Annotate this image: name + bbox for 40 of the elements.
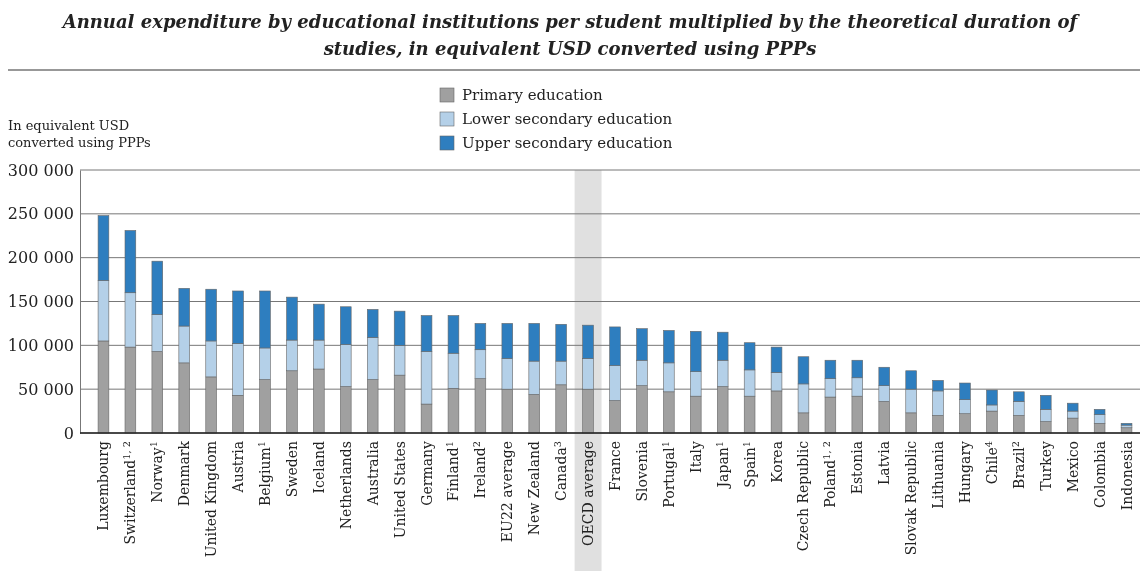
bar bbox=[986, 410, 998, 434]
x-tick-label: Sweden bbox=[283, 441, 300, 498]
x-tick-label: Slovenia bbox=[633, 441, 650, 502]
x-tick-label: New Zealand bbox=[526, 440, 543, 536]
x-tick-label: Latvia bbox=[876, 441, 893, 486]
legend-label: Lower secondary education bbox=[462, 110, 673, 128]
x-tick-label: Estonia bbox=[849, 441, 866, 495]
x-tick-label: Hungary bbox=[957, 440, 973, 504]
legend-label: Upper secondary education bbox=[462, 134, 673, 152]
x-tick-label: Denmark bbox=[176, 440, 193, 507]
x-tick-label: France bbox=[607, 441, 623, 491]
x-tick-label: Austria bbox=[230, 441, 247, 494]
legend-label: Primary education bbox=[462, 86, 603, 104]
y-axis-title: In equivalent USD converted using PPPs bbox=[8, 118, 151, 150]
x-tick-label: Czech Republic bbox=[795, 440, 812, 552]
y-tick-label: 200 000 bbox=[7, 248, 74, 268]
y-tick-label: 100 000 bbox=[7, 335, 74, 355]
x-tick-label: Italy bbox=[687, 440, 704, 473]
x-tick-label: Australia bbox=[364, 441, 381, 507]
x-tick-label: Mexico bbox=[1064, 441, 1081, 493]
x-tick-label: Indonesia bbox=[1118, 441, 1135, 511]
y-tick-label: 50 000 bbox=[18, 379, 74, 399]
chart-title: Annual expenditure by educational institutions per student multiplied by the theoretical duration of studies, in equivalent USD converted using PPPs bbox=[60, 11, 1081, 59]
x-tick-label: Lithuania bbox=[930, 441, 947, 509]
x-tick-label: United Kingdom bbox=[203, 441, 220, 558]
x-tick-label: Slovak Republic bbox=[903, 440, 920, 556]
x-tick-label: Netherlands bbox=[337, 441, 354, 530]
y-tick-label: 0 bbox=[63, 423, 74, 443]
x-tick-label: Germany bbox=[418, 440, 435, 506]
x-tick-label: OECD average bbox=[580, 441, 597, 546]
y-tick-label: 150 000 bbox=[7, 292, 74, 312]
x-tick-label: United States bbox=[391, 441, 408, 539]
x-tick-label: Luxembourg bbox=[95, 440, 112, 531]
y-tick-label: 250 000 bbox=[7, 204, 74, 224]
x-tick-label: Colombia bbox=[1091, 441, 1108, 509]
x-tick-label: EU22 average bbox=[499, 441, 516, 543]
x-tick-label: Turkey bbox=[1037, 440, 1054, 491]
x-tick-label: Iceland bbox=[310, 440, 327, 494]
y-tick-label: 300 000 bbox=[7, 160, 74, 180]
x-tick-label: Korea bbox=[768, 441, 785, 483]
